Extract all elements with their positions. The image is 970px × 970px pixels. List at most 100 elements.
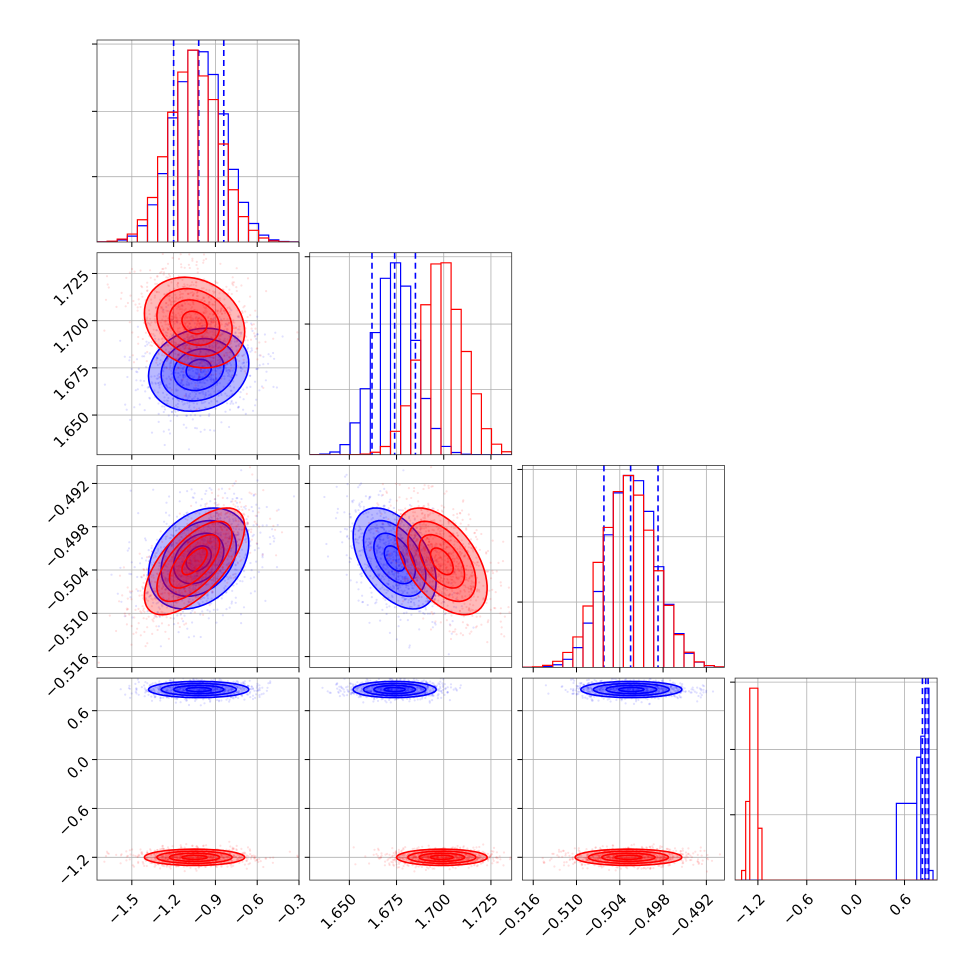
scatter-point bbox=[251, 329, 254, 332]
scatter-point bbox=[204, 505, 207, 508]
scatter-point bbox=[137, 298, 140, 301]
scatter-point bbox=[155, 377, 158, 380]
scatter-point bbox=[431, 605, 434, 608]
scatter-point bbox=[202, 392, 205, 395]
scatter-point bbox=[199, 635, 202, 639]
scatter-point bbox=[215, 369, 218, 373]
scatter-point bbox=[195, 295, 199, 298]
scatter-point bbox=[210, 360, 213, 363]
scatter-point bbox=[227, 562, 230, 566]
scatter-point bbox=[226, 351, 229, 354]
scatter-point bbox=[216, 504, 219, 507]
scatter-point bbox=[186, 518, 189, 521]
scatter-point bbox=[141, 594, 144, 597]
scatter-point bbox=[345, 528, 348, 531]
y-tick-label: −0.504 bbox=[41, 563, 93, 615]
scatter-point bbox=[210, 516, 213, 519]
scatter-point bbox=[258, 389, 261, 392]
scatter-point bbox=[173, 414, 176, 417]
scatter-point bbox=[410, 613, 413, 616]
scatter-point bbox=[196, 510, 199, 513]
scatter-point bbox=[161, 252, 164, 256]
scatter-point bbox=[238, 555, 241, 558]
scatter-point bbox=[156, 377, 159, 380]
scatter-point bbox=[243, 506, 246, 509]
scatter-point bbox=[216, 577, 219, 580]
scatter-point bbox=[192, 556, 195, 559]
scatter-point bbox=[171, 534, 174, 537]
scatter-point bbox=[341, 541, 344, 544]
ticks bbox=[304, 256, 492, 460]
scatter-point bbox=[167, 350, 170, 354]
scatter-point bbox=[157, 402, 160, 405]
scatter-point bbox=[189, 588, 192, 591]
scatter-point bbox=[205, 331, 208, 334]
scatter-point bbox=[226, 324, 229, 327]
scatter-point bbox=[198, 603, 201, 606]
scatter-point bbox=[164, 535, 167, 539]
scatter-point bbox=[213, 290, 216, 294]
scatter-point bbox=[219, 366, 222, 369]
scatter-point bbox=[175, 601, 178, 605]
scatter-point bbox=[164, 302, 168, 305]
scatter-point bbox=[250, 323, 254, 326]
scatter-point bbox=[237, 406, 240, 409]
scatter-point bbox=[242, 606, 246, 609]
scatter-point bbox=[194, 587, 197, 590]
scatter-point bbox=[147, 615, 150, 618]
scatter-point bbox=[191, 293, 195, 296]
scatter-point bbox=[230, 292, 233, 296]
scatter-point bbox=[207, 548, 210, 551]
scatter-point bbox=[227, 532, 230, 535]
scatter-point bbox=[220, 343, 223, 346]
scatter-point bbox=[230, 510, 233, 514]
scatter-point bbox=[181, 308, 184, 311]
scatter-point bbox=[197, 378, 200, 381]
scatter-point bbox=[169, 329, 172, 332]
scatter-point bbox=[216, 563, 219, 566]
scatter-point bbox=[153, 296, 156, 299]
scatter-point bbox=[146, 626, 149, 629]
scatter-point bbox=[194, 414, 197, 417]
scatter-point bbox=[261, 556, 264, 559]
scatter-point bbox=[157, 381, 160, 385]
scatter-point bbox=[178, 561, 182, 565]
scatter-point bbox=[176, 585, 179, 588]
scatter-point bbox=[212, 379, 215, 382]
scatter-point bbox=[206, 537, 209, 540]
scatter-point bbox=[259, 354, 262, 357]
scatter-point bbox=[189, 392, 192, 395]
scatter-point bbox=[167, 597, 171, 600]
scatter-point bbox=[188, 589, 191, 592]
scatter-point bbox=[211, 381, 215, 384]
scatter-point bbox=[187, 561, 190, 565]
scatter-point bbox=[172, 312, 175, 315]
scatter-point bbox=[168, 366, 172, 369]
scatter-point bbox=[239, 559, 242, 563]
scatter-point bbox=[128, 271, 131, 274]
scatter-point bbox=[178, 381, 181, 384]
scatter-point bbox=[162, 308, 165, 312]
scatter-point bbox=[177, 528, 181, 531]
scatter-point bbox=[210, 400, 213, 403]
scatter-point bbox=[215, 511, 219, 515]
scatter-point bbox=[171, 311, 174, 314]
scatter-point bbox=[502, 540, 505, 543]
scatter-point bbox=[224, 513, 227, 516]
scatter-point bbox=[206, 379, 209, 382]
scatter-point bbox=[196, 334, 199, 337]
scatter-point bbox=[227, 515, 230, 518]
scatter-point bbox=[405, 497, 408, 500]
scatter-point bbox=[189, 534, 192, 538]
scatter-point bbox=[229, 500, 233, 503]
scatter-point bbox=[242, 408, 245, 411]
scatter-point bbox=[197, 358, 200, 362]
scatter-point bbox=[196, 319, 199, 322]
scatter-point bbox=[196, 368, 199, 371]
scatter-point bbox=[166, 309, 170, 313]
scatter-point bbox=[165, 384, 168, 387]
scatter-point bbox=[168, 350, 171, 353]
scatter-point bbox=[185, 622, 188, 625]
scatter-point bbox=[202, 570, 205, 573]
scatter-point bbox=[180, 574, 183, 578]
